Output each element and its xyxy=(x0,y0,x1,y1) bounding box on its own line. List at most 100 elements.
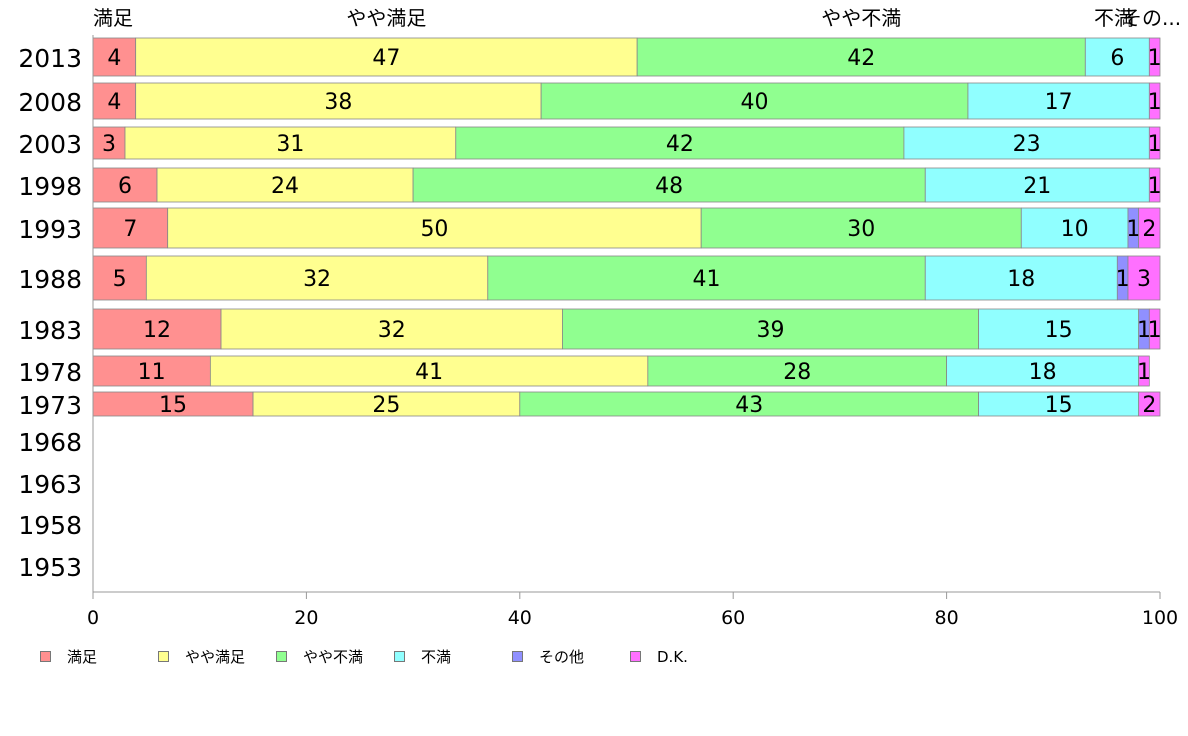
y-tick-label: 1958 xyxy=(18,511,82,540)
bar-segment xyxy=(1148,308,1161,350)
data-label: 1 xyxy=(1126,217,1140,242)
bar-segment xyxy=(412,167,926,203)
bar-segment xyxy=(1148,126,1161,160)
top-category-label: やや不満 xyxy=(821,6,901,30)
y-tick-label: 1963 xyxy=(18,470,82,499)
legend-swatch xyxy=(158,651,169,662)
data-label: 42 xyxy=(666,132,694,157)
data-label: 3 xyxy=(102,132,116,157)
y-tick-label: 2008 xyxy=(18,88,82,117)
bar-segment xyxy=(1148,167,1161,203)
data-label: 32 xyxy=(378,318,406,343)
data-label: 1 xyxy=(1148,90,1162,115)
data-label: 47 xyxy=(372,46,400,71)
bar-segment xyxy=(1020,207,1129,249)
bar-segment xyxy=(924,255,1118,301)
y-tick-label: 1953 xyxy=(18,553,82,582)
bar-segment xyxy=(1138,391,1161,417)
data-label: 4 xyxy=(107,46,121,71)
bar-segment xyxy=(92,207,169,249)
data-label: 15 xyxy=(1045,393,1073,418)
x-tick-label: 20 xyxy=(294,607,318,629)
data-label: 11 xyxy=(138,360,166,385)
legend-swatch xyxy=(630,651,641,662)
data-label: 43 xyxy=(735,393,763,418)
data-label: 1 xyxy=(1148,46,1162,71)
bar-segment xyxy=(636,37,1086,77)
data-label: 1 xyxy=(1148,318,1162,343)
bar-segment xyxy=(92,308,222,350)
x-tick-label: 80 xyxy=(935,607,959,629)
legend-item-somewhat-dissatisfied: やや不満 xyxy=(276,646,394,667)
legend-label: 不満 xyxy=(421,648,452,666)
data-label: 1 xyxy=(1148,132,1162,157)
bar-segment xyxy=(145,255,489,301)
bar-segment xyxy=(1138,207,1161,249)
data-label: 1 xyxy=(1116,267,1130,292)
bar-segment xyxy=(135,37,638,77)
data-label: 17 xyxy=(1045,90,1073,115)
data-label: 41 xyxy=(693,267,721,292)
bar-segment xyxy=(209,355,649,387)
data-label: 28 xyxy=(783,360,811,385)
bar-segment xyxy=(92,255,147,301)
bar-segment xyxy=(562,308,980,350)
data-label: 5 xyxy=(113,267,127,292)
data-label: 6 xyxy=(1110,46,1124,71)
bar-segment xyxy=(519,391,980,417)
bar-segment xyxy=(924,167,1150,203)
bar-segment xyxy=(487,255,926,301)
data-label: 42 xyxy=(847,46,875,71)
bar-segment xyxy=(92,391,254,417)
bar-segment xyxy=(1138,355,1150,387)
legend-item-dissatisfied: 不満 xyxy=(394,646,512,667)
legend-label: D.K. xyxy=(657,647,688,666)
bar-segment xyxy=(92,37,137,77)
data-label: 25 xyxy=(372,393,400,418)
x-tick-label: 0 xyxy=(87,607,99,629)
y-tick-label: 1998 xyxy=(18,172,82,201)
bar-segment xyxy=(1127,255,1161,301)
data-label: 21 xyxy=(1023,174,1051,199)
bar-segment xyxy=(967,82,1150,120)
top-category-label: 不満 xyxy=(1094,6,1134,30)
data-label: 3 xyxy=(1137,267,1151,292)
data-label: 18 xyxy=(1029,360,1057,385)
data-label: 15 xyxy=(159,393,187,418)
y-tick-label: 1973 xyxy=(18,391,82,420)
bar-segment xyxy=(1148,37,1161,77)
legend-swatch xyxy=(394,651,405,662)
top-category-label: やや満足 xyxy=(346,6,426,30)
bar-segment xyxy=(455,126,905,160)
bar-segment xyxy=(540,82,969,120)
bar-segment xyxy=(978,391,1140,417)
y-tick-label: 1968 xyxy=(18,428,82,457)
data-label: 1 xyxy=(1148,174,1162,199)
data-label: 32 xyxy=(303,267,331,292)
bar-segment xyxy=(1148,82,1161,120)
data-label: 50 xyxy=(420,217,448,242)
data-label: 2 xyxy=(1142,393,1156,418)
top-category-label: 満足 xyxy=(93,6,133,30)
legend-item-somewhat-satisfied: やや満足 xyxy=(158,646,276,667)
data-label: 24 xyxy=(271,174,299,199)
y-tick-label: 2013 xyxy=(18,44,82,73)
bar-segment xyxy=(135,82,542,120)
legend-label: その他 xyxy=(539,648,585,666)
data-label: 39 xyxy=(757,318,785,343)
data-label: 1 xyxy=(1137,360,1151,385)
x-tick-label: 100 xyxy=(1142,607,1178,629)
data-label: 2 xyxy=(1142,217,1156,242)
data-label: 38 xyxy=(324,90,352,115)
legend: 満足 やや満足 やや不満 不満 その他 D.K. xyxy=(40,646,748,667)
data-label: 1 xyxy=(1137,318,1151,343)
data-label: 12 xyxy=(143,318,171,343)
y-tick-label: 1978 xyxy=(18,358,82,387)
top-category-label: その... xyxy=(1122,6,1181,30)
y-tick-label: 1983 xyxy=(18,316,82,345)
y-tick-label: 1993 xyxy=(18,215,82,244)
x-tick-label: 60 xyxy=(721,607,745,629)
bar-segment xyxy=(903,126,1150,160)
data-label: 7 xyxy=(123,217,137,242)
